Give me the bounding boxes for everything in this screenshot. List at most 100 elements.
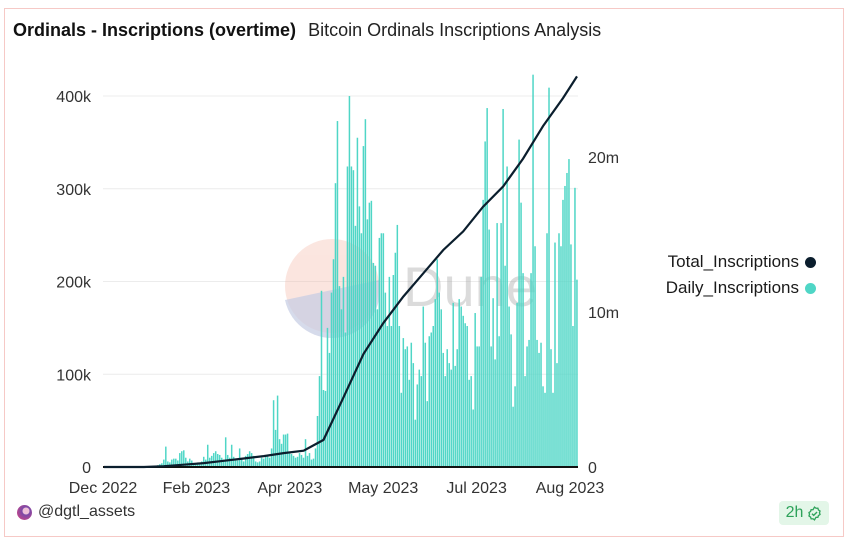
daily-inscriptions-bar [494, 359, 496, 467]
daily-inscriptions-bar [342, 276, 345, 467]
daily-inscriptions-bar [258, 461, 261, 467]
daily-inscriptions-bar [306, 455, 309, 467]
daily-inscriptions-bar [518, 139, 520, 467]
daily-inscriptions-bar [540, 342, 542, 467]
author-link[interactable]: @dgtl_assets [17, 503, 135, 521]
daily-inscriptions-bar [470, 376, 472, 467]
daily-inscriptions-bar [542, 386, 544, 467]
daily-inscriptions-bar [382, 233, 385, 467]
daily-inscriptions-bar [228, 457, 231, 467]
daily-inscriptions-bar [266, 454, 269, 467]
daily-inscriptions-bar [512, 406, 514, 467]
daily-inscriptions-bar [492, 298, 494, 467]
daily-inscriptions-bar [344, 332, 347, 467]
legend-label-daily: Daily_Inscriptions [665, 278, 799, 297]
daily-inscriptions-bar [185, 457, 187, 467]
daily-inscriptions-bar [416, 384, 419, 467]
y-left-tick-label: 400k [56, 89, 92, 106]
daily-inscriptions-bar [322, 390, 325, 467]
daily-inscriptions-bar [374, 265, 377, 467]
watermark-logo-lower [285, 280, 381, 339]
daily-inscriptions-bar [522, 273, 524, 467]
daily-inscriptions-bar [414, 419, 417, 467]
daily-inscriptions-bar [288, 453, 291, 467]
x-tick-label: May 2023 [348, 480, 418, 497]
daily-inscriptions-bar [384, 292, 387, 467]
daily-inscriptions-bar [546, 233, 548, 467]
daily-inscriptions-bar [248, 451, 251, 467]
daily-inscriptions-bar [234, 459, 237, 467]
daily-inscriptions-bar [252, 455, 255, 467]
daily-inscriptions-bar [404, 349, 407, 467]
daily-inscriptions-bar [378, 237, 381, 467]
daily-inscriptions-bar [262, 458, 265, 467]
daily-inscriptions-bar [336, 121, 339, 467]
daily-inscriptions-bar [550, 349, 552, 467]
daily-inscriptions-bar [175, 458, 177, 467]
daily-inscriptions-bar [400, 392, 403, 467]
daily-inscriptions-bar [268, 457, 271, 467]
daily-inscriptions-bar [294, 457, 297, 467]
daily-inscriptions-bar [388, 276, 391, 467]
daily-inscriptions-bar [392, 275, 395, 467]
daily-inscriptions-bar [304, 439, 307, 467]
daily-inscriptions-bar [426, 401, 429, 467]
total-inscriptions-line [104, 75, 578, 469]
daily-inscriptions-bar [572, 326, 574, 467]
daily-inscriptions-bar [326, 327, 329, 467]
daily-inscriptions-bar [554, 242, 556, 467]
daily-inscriptions-bar [456, 349, 458, 467]
daily-inscriptions-bar [179, 453, 181, 467]
daily-inscriptions-bar [370, 200, 373, 467]
daily-inscriptions-bar [302, 457, 305, 467]
daily-inscriptions-bar [286, 433, 289, 467]
freshness-badge[interactable]: 2h [779, 501, 829, 525]
daily-inscriptions-bar [356, 137, 359, 468]
daily-inscriptions-bar [173, 458, 175, 467]
daily-inscriptions-bar [364, 119, 367, 467]
daily-inscriptions-bar [496, 223, 498, 467]
daily-inscriptions-bar [256, 462, 259, 467]
daily-inscriptions-bar [504, 265, 506, 467]
daily-inscriptions-bar [402, 338, 405, 467]
author-name: @dgtl_assets [38, 503, 136, 520]
daily-inscriptions-bar [548, 87, 550, 467]
daily-inscriptions-bar [506, 166, 508, 468]
daily-inscriptions-bar [348, 96, 351, 467]
daily-inscriptions-bar [528, 339, 530, 467]
daily-inscriptions-bar [230, 444, 233, 467]
legend-item-daily[interactable]: Daily_Inscriptions [648, 275, 816, 301]
legend: Total_Inscriptions Daily_Inscriptions [648, 249, 816, 301]
daily-inscriptions-bar [274, 429, 277, 467]
daily-inscriptions-bar [366, 219, 369, 467]
daily-inscriptions-bar [177, 460, 179, 467]
daily-inscriptions-bar [460, 306, 462, 467]
daily-inscriptions-bar [558, 233, 560, 467]
daily-inscriptions-bar [360, 233, 363, 467]
daily-inscriptions-bar [526, 346, 528, 467]
y-right-tick-label: 10m [588, 305, 619, 322]
daily-inscriptions-bar [520, 202, 522, 467]
daily-inscriptions-bar [232, 456, 235, 467]
daily-inscriptions-bar [562, 199, 564, 467]
daily-inscriptions-bar [300, 454, 303, 467]
daily-inscriptions-bar [334, 183, 337, 467]
legend-item-total[interactable]: Total_Inscriptions [648, 249, 816, 275]
daily-inscriptions-bar [346, 166, 349, 468]
daily-inscriptions-bar [380, 233, 383, 467]
daily-inscriptions-bar [458, 299, 460, 467]
daily-inscriptions-bar [422, 306, 425, 467]
daily-inscriptions-bar [538, 352, 540, 467]
daily-inscriptions-bar [464, 323, 466, 467]
daily-inscriptions-bar [214, 451, 217, 467]
daily-inscriptions-bar [362, 146, 365, 467]
daily-inscriptions-bar [500, 223, 502, 467]
daily-inscriptions-bar [350, 166, 353, 468]
daily-inscriptions-bar [284, 434, 287, 467]
daily-inscriptions-bar [488, 229, 490, 467]
daily-inscriptions-bar [508, 306, 510, 467]
daily-inscriptions-bar [436, 259, 438, 467]
watermark-text: Dune [403, 255, 537, 318]
daily-inscriptions-bar [478, 346, 480, 467]
